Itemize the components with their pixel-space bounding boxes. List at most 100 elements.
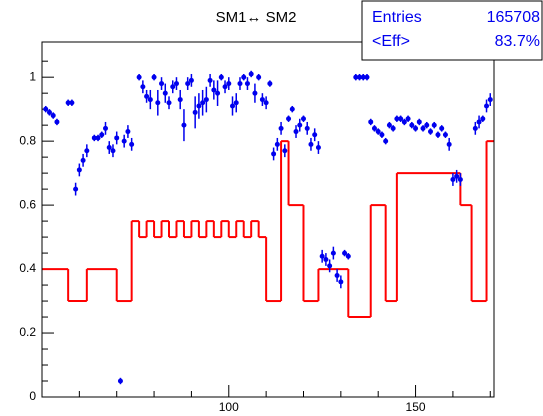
data-point: [166, 100, 172, 106]
data-point: [293, 129, 299, 135]
data-point: [398, 116, 404, 122]
data-point: [43, 106, 49, 112]
data-point: [170, 84, 176, 90]
data-point: [203, 97, 209, 103]
data-point: [241, 74, 247, 80]
data-point: [274, 141, 280, 147]
data-point: [76, 167, 82, 173]
y-tick-label: 0.8: [19, 133, 36, 147]
stats-name: <Eff>: [372, 33, 410, 50]
data-point: [185, 81, 191, 87]
chart-title: SM1↔ SM2: [216, 9, 297, 26]
data-point: [480, 116, 486, 122]
data-point: [450, 177, 456, 183]
data-point: [162, 90, 168, 96]
data-point: [431, 122, 437, 128]
data-point: [207, 77, 213, 83]
data-point: [91, 135, 97, 141]
data-point: [454, 173, 460, 179]
data-point: [390, 125, 396, 131]
data-point: [368, 119, 374, 125]
data-point: [457, 177, 463, 183]
data-point: [420, 125, 426, 131]
y-tick-label: 0.6: [19, 197, 36, 211]
data-point: [192, 109, 198, 115]
data-point: [442, 132, 448, 138]
data-point: [106, 145, 112, 151]
data-point: [140, 84, 146, 90]
x-tick-label: 100: [219, 400, 239, 414]
data-point: [286, 116, 292, 122]
data-point: [379, 132, 385, 138]
data-point: [345, 253, 351, 259]
stats-name: Entries: [372, 9, 422, 26]
data-point: [487, 97, 493, 103]
data-point: [237, 81, 243, 87]
data-point: [155, 100, 161, 106]
data-point: [375, 129, 381, 135]
data-point: [95, 135, 101, 141]
data-point: [110, 148, 116, 154]
stats-box: [361, 0, 543, 61]
stats-value: 165708: [487, 9, 540, 26]
data-point: [211, 87, 217, 93]
data-point: [357, 74, 363, 80]
data-point: [181, 122, 187, 128]
data-point: [405, 116, 411, 122]
data-point: [289, 106, 295, 112]
data-point: [435, 132, 441, 138]
data-point: [484, 103, 490, 109]
data-point: [439, 125, 445, 131]
data-point: [338, 279, 344, 285]
data-point: [409, 122, 415, 128]
data-point: [315, 145, 321, 151]
data-point: [297, 122, 303, 128]
data-point: [472, 125, 478, 131]
data-point: [218, 74, 224, 80]
data-point: [54, 119, 60, 125]
data-point: [248, 71, 254, 77]
data-point: [144, 93, 150, 99]
data-point: [383, 138, 389, 144]
data-point: [401, 119, 407, 125]
data-point: [230, 103, 236, 109]
data-point: [65, 100, 71, 106]
data-point: [125, 129, 131, 135]
data-point: [446, 141, 452, 147]
data-point: [129, 141, 135, 147]
plot-frame: [41, 41, 495, 398]
data-point: [327, 263, 333, 269]
data-point: [177, 97, 183, 103]
data-point: [121, 138, 127, 144]
data-point: [226, 81, 232, 87]
data-point: [360, 74, 366, 80]
data-point: [308, 141, 314, 147]
data-point: [256, 74, 262, 80]
data-point: [252, 90, 258, 96]
data-point: [114, 135, 120, 141]
data-point: [147, 97, 153, 103]
data-point: [413, 125, 419, 131]
data-point: [427, 129, 433, 135]
data-point: [173, 81, 179, 87]
data-point: [136, 74, 142, 80]
data-point: [334, 272, 340, 278]
y-tick-label: 0.4: [19, 261, 36, 275]
data-point: [282, 148, 288, 154]
data-point: [46, 109, 52, 115]
data-point: [244, 81, 250, 87]
data-point: [371, 125, 377, 131]
data-point: [278, 125, 284, 131]
data-point: [196, 103, 202, 109]
data-point: [330, 250, 336, 256]
data-point: [304, 125, 310, 131]
data-point: [200, 100, 206, 106]
data-point: [69, 100, 75, 106]
data-point: [80, 157, 86, 163]
data-point: [394, 116, 400, 122]
data-point: [476, 119, 482, 125]
data-point: [271, 151, 277, 157]
